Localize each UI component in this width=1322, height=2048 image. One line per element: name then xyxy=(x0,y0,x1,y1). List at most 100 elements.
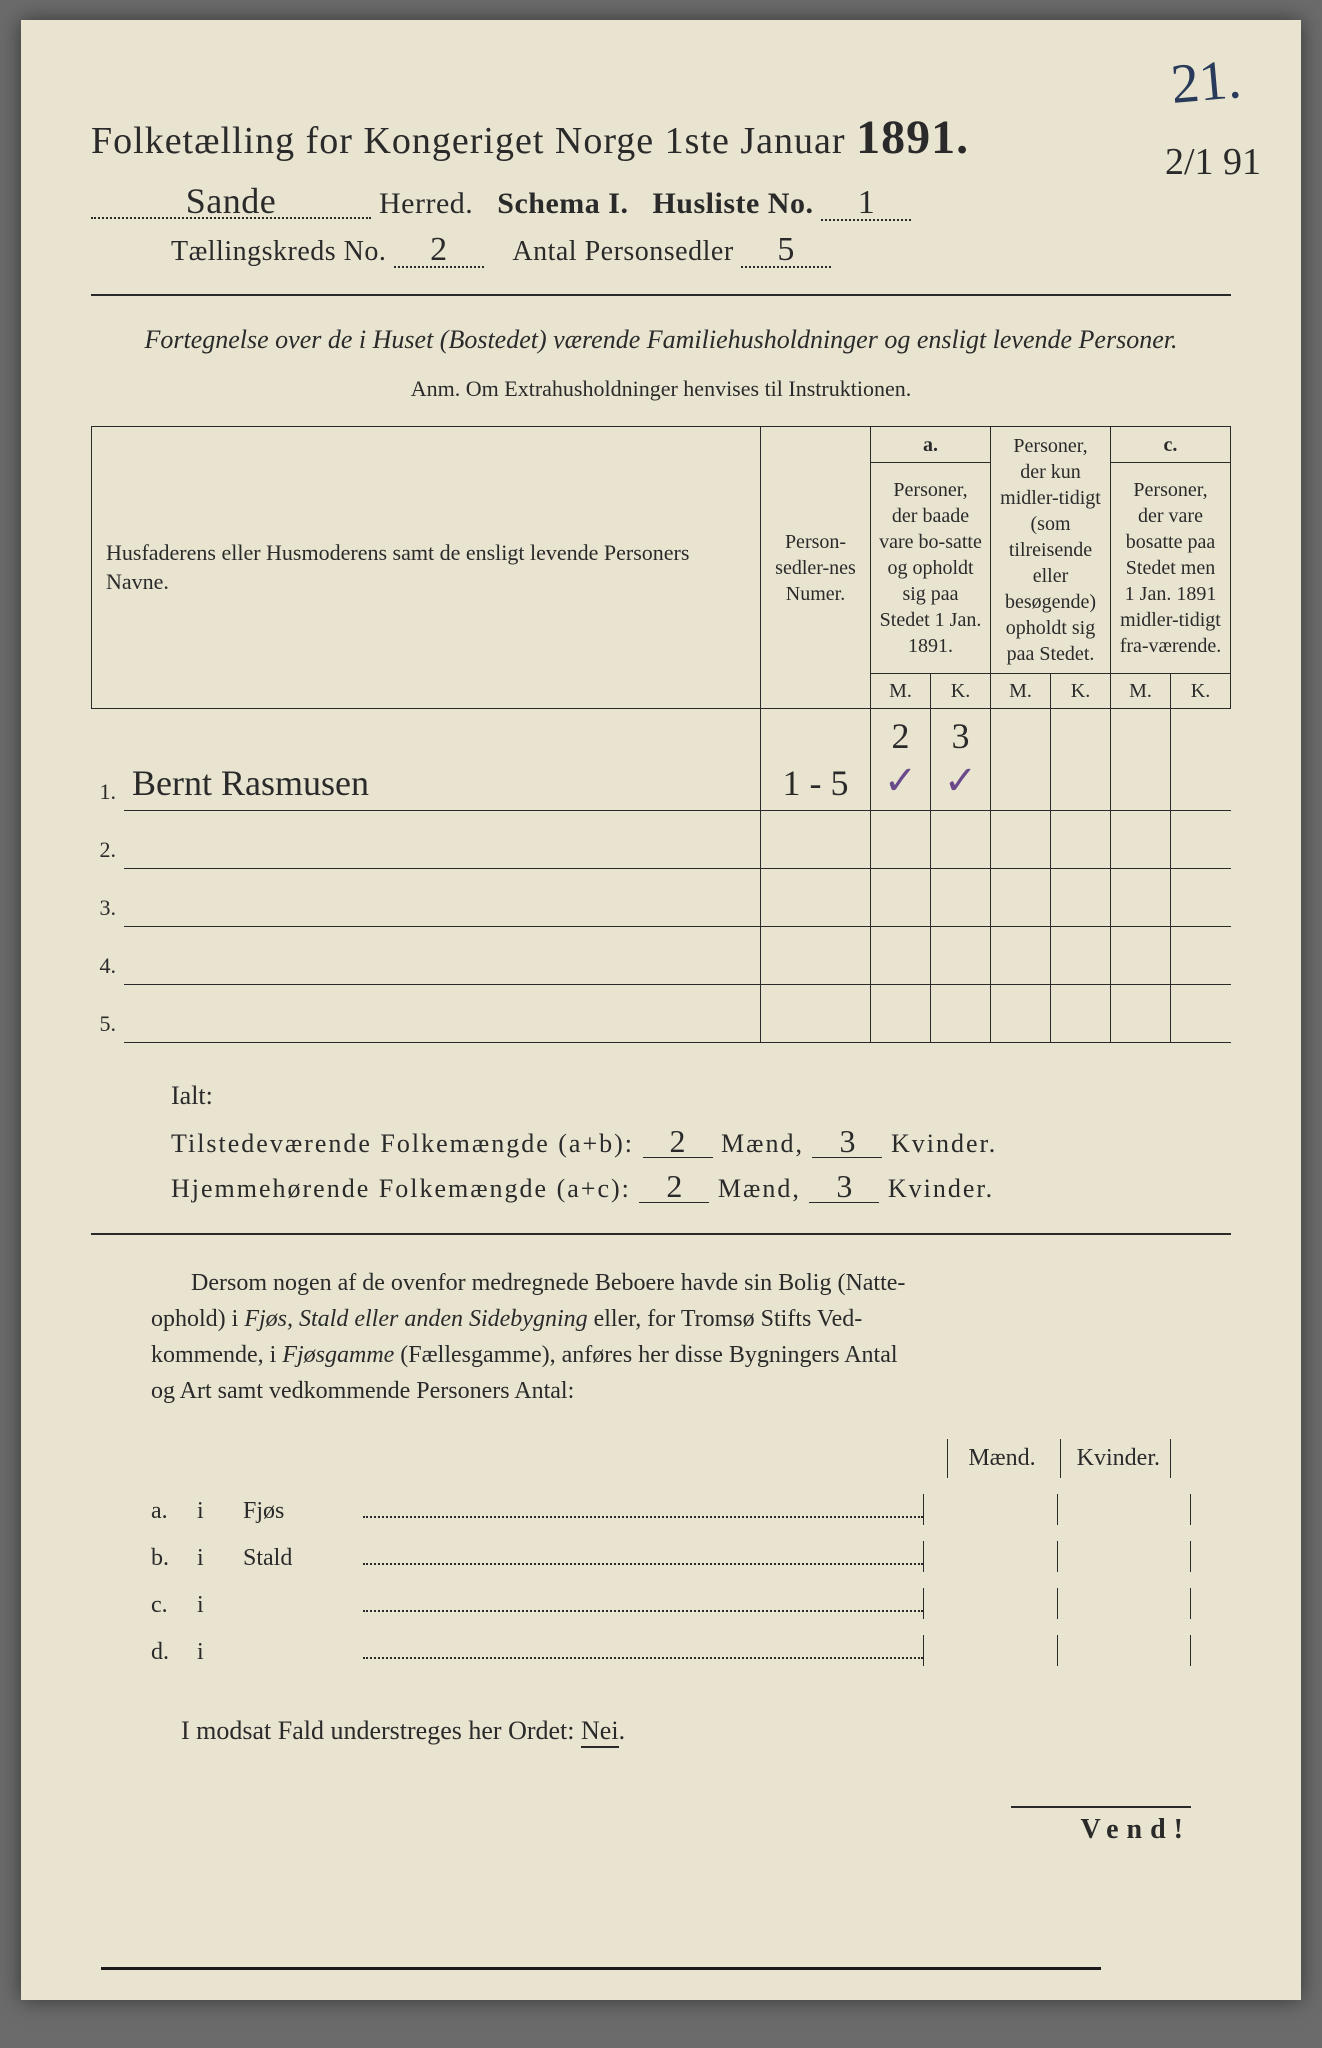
num-cell: 1 - 5 xyxy=(761,709,871,811)
c-m-cell xyxy=(1111,927,1171,985)
b-dots xyxy=(363,1541,923,1565)
b-k-cell xyxy=(1051,869,1111,927)
table-row: 2. xyxy=(92,811,1231,869)
resident-k: 3 xyxy=(809,1170,879,1203)
col-head-name: Husfaderens eller Husmoderens samt de en… xyxy=(92,427,761,709)
building-row: a. i Fjøs xyxy=(151,1494,1191,1525)
b-k-cell xyxy=(1051,811,1111,869)
c-m-cell xyxy=(1111,709,1171,811)
num-cell xyxy=(761,927,871,985)
b-m-cell xyxy=(991,811,1051,869)
maend-label: Mænd, xyxy=(721,1129,804,1158)
buildings-table: Mænd. Kvinder. a. i Fjøs b. i Stald c. i… xyxy=(151,1439,1191,1666)
name-cell xyxy=(124,811,761,869)
num-cell xyxy=(761,869,871,927)
schema-label: Schema I. xyxy=(497,187,628,220)
col-group-a: a. xyxy=(871,427,991,463)
col-a-m: M. xyxy=(871,674,931,709)
resident-label: Hjemmehørende Folkemængde (a+c): xyxy=(171,1174,631,1203)
a-m-cell xyxy=(871,985,931,1043)
row-number: 1. xyxy=(92,709,125,811)
bhead-m: Mænd. xyxy=(947,1439,1060,1478)
present-label: Tilstedeværende Folkemængde (a+b): xyxy=(171,1129,634,1158)
b-i: i xyxy=(197,1592,243,1619)
b-name: Stald xyxy=(243,1545,363,1572)
husliste-field: 1 xyxy=(821,188,911,221)
a-m-cell xyxy=(871,927,931,985)
col-a-k: K. xyxy=(931,674,991,709)
bottom-rule xyxy=(101,1967,1101,1970)
corner-annotation-date: 2/1 91 xyxy=(1165,140,1261,184)
row-number: 5. xyxy=(92,985,125,1043)
ialt-label: Ialt: xyxy=(171,1083,1231,1109)
para-l3a: kommende, i xyxy=(151,1342,282,1368)
check-m: ✓ xyxy=(879,757,922,804)
col-b-m: M. xyxy=(991,674,1051,709)
para-l2a: ophold) i xyxy=(151,1306,244,1332)
present-k: 3 xyxy=(812,1125,882,1158)
b-k-cell xyxy=(1051,927,1111,985)
b-cols xyxy=(923,1494,1191,1525)
building-row: d. i xyxy=(151,1635,1191,1666)
totals-section: Ialt: Tilstedeværende Folkemængde (a+b):… xyxy=(171,1083,1231,1203)
kreds-field: 2 xyxy=(394,235,484,268)
name-cell xyxy=(124,927,761,985)
b-m-cell xyxy=(991,709,1051,811)
col-c-k: K. xyxy=(1171,674,1231,709)
kreds-label: Tællingskreds No. xyxy=(171,236,386,267)
para-l2c: eller, for Tromsø Stifts Ved- xyxy=(588,1306,863,1332)
col-head-c: Personer, der vare bosatte paa Stedet me… xyxy=(1111,463,1231,674)
c-m-cell xyxy=(1111,811,1171,869)
b-letter: c. xyxy=(151,1592,197,1619)
check-k: ✓ xyxy=(939,757,982,804)
husliste-label: Husliste No. xyxy=(652,187,813,220)
title-text: Folketælling for Kongeriget Norge 1ste J… xyxy=(91,120,846,162)
col-c-m: M. xyxy=(1111,674,1171,709)
maend-label-2: Mænd, xyxy=(718,1174,801,1203)
name-cell xyxy=(124,869,761,927)
bhead-k: Kvinder. xyxy=(1061,1439,1171,1478)
col-group-c: c. xyxy=(1111,427,1231,463)
b-letter: d. xyxy=(151,1639,197,1666)
a-k-cell xyxy=(931,869,991,927)
kvinder-label: Kvinder. xyxy=(891,1129,997,1158)
anm-text: Anm. Om Extrahusholdninger henvises til … xyxy=(91,376,1231,402)
c-m-cell xyxy=(1111,869,1171,927)
table-row: 5. xyxy=(92,985,1231,1043)
kvinder-label-2: Kvinder. xyxy=(888,1174,994,1203)
a-k-cell xyxy=(931,811,991,869)
b-dots xyxy=(363,1635,923,1659)
nei-prefix: I modsat Fald understreges her Ordet: xyxy=(181,1716,581,1745)
col-b-k: K. xyxy=(1051,674,1111,709)
herred-label: Herred. xyxy=(379,187,473,220)
c-k-cell xyxy=(1171,811,1231,869)
b-dots xyxy=(363,1588,923,1612)
totals-row-present: Tilstedeværende Folkemængde (a+b): 2 Mæn… xyxy=(171,1125,1231,1158)
a-k-cell xyxy=(931,927,991,985)
table-row: 1. Bernt Rasmusen 1 - 5 2✓ 3✓ xyxy=(92,709,1231,811)
a-k-cell: 3✓ xyxy=(931,709,991,811)
c-k-cell xyxy=(1171,985,1231,1043)
buildings-paragraph: Dersom nogen af de ovenfor medregnede Be… xyxy=(151,1265,1211,1409)
divider xyxy=(91,294,1231,296)
a-m-cell xyxy=(871,869,931,927)
b-k-cell xyxy=(1051,985,1111,1043)
vend-label: Vend! xyxy=(1011,1806,1191,1846)
b-m-cell xyxy=(991,927,1051,985)
present-m: 2 xyxy=(643,1125,713,1158)
a-k-cell xyxy=(931,985,991,1043)
corner-annotation-number: 21. xyxy=(1168,47,1243,117)
a-m-cell: 2✓ xyxy=(871,709,931,811)
num-cell xyxy=(761,811,871,869)
c-k-cell xyxy=(1171,709,1231,811)
b-cols xyxy=(923,1541,1191,1572)
para-l3c: (Fællesgamme), anføres her disse Bygning… xyxy=(394,1342,897,1368)
c-k-cell xyxy=(1171,869,1231,927)
census-table: Husfaderens eller Husmoderens samt de en… xyxy=(91,426,1231,1043)
form-title: Folketælling for Kongeriget Norge 1ste J… xyxy=(91,110,1231,165)
nei-word: Nei xyxy=(581,1716,619,1748)
col-head-number: Person-sedler-nes Numer. xyxy=(761,427,871,709)
header-row-2: Tællingskreds No. 2 Antal Personsedler 5 xyxy=(91,235,1231,268)
header-row-1: Sande Herred. Schema I. Husliste No. 1 xyxy=(91,185,1231,221)
table-row: 4. xyxy=(92,927,1231,985)
